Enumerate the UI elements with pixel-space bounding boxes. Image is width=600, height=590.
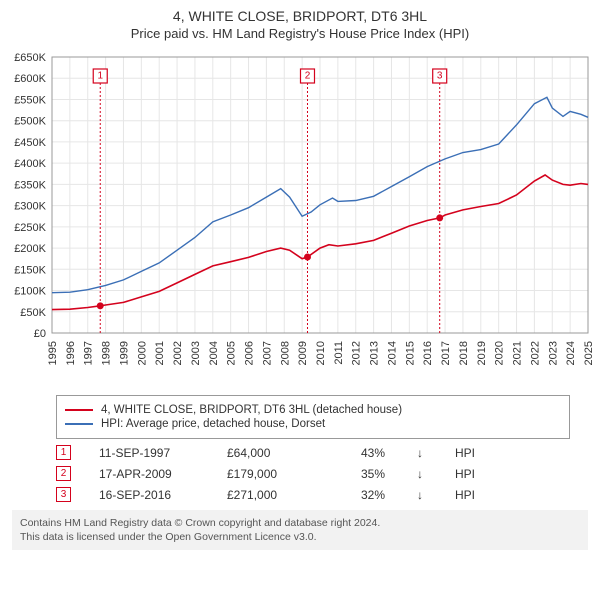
down-arrow-icon: ↓: [413, 488, 427, 502]
svg-text:1: 1: [97, 71, 103, 82]
svg-text:2016: 2016: [422, 341, 434, 365]
sales-vs-hpi: HPI: [455, 488, 475, 502]
legend-label: HPI: Average price, detached house, Dors…: [101, 418, 325, 430]
sales-row: 1 11-SEP-1997 £64,000 43% ↓ HPI: [56, 445, 570, 460]
sales-price: £179,000: [227, 467, 307, 481]
svg-text:£0: £0: [34, 328, 46, 340]
svg-text:2014: 2014: [386, 341, 398, 365]
legend: 4, WHITE CLOSE, BRIDPORT, DT6 3HL (detac…: [56, 395, 570, 439]
footer-attribution: Contains HM Land Registry data © Crown c…: [12, 510, 588, 550]
svg-text:2020: 2020: [494, 341, 506, 365]
svg-text:£300K: £300K: [14, 201, 46, 213]
svg-text:£500K: £500K: [14, 116, 46, 128]
footer-line-1: Contains HM Land Registry data © Crown c…: [20, 516, 580, 530]
legend-swatch: [65, 423, 93, 425]
svg-text:1996: 1996: [65, 341, 77, 365]
svg-text:2007: 2007: [261, 341, 273, 365]
sales-vs-hpi: HPI: [455, 467, 475, 481]
sales-date: 16-SEP-2016: [99, 488, 199, 502]
svg-text:£350K: £350K: [14, 179, 46, 191]
svg-text:£100K: £100K: [14, 286, 46, 298]
svg-text:2003: 2003: [190, 341, 202, 365]
sales-vs-hpi: HPI: [455, 446, 475, 460]
sales-pct: 43%: [335, 446, 385, 460]
sales-price: £271,000: [227, 488, 307, 502]
svg-text:2011: 2011: [333, 341, 345, 365]
sales-marker-box: 1: [56, 445, 71, 460]
svg-text:£450K: £450K: [14, 137, 46, 149]
chart-container: £0 £50K £100K £150K £200K £250K £300K £350K £400…: [0, 47, 600, 387]
sales-table: 1 11-SEP-1997 £64,000 43% ↓ HPI 2 17-APR-2009 £1…: [56, 445, 570, 502]
sales-date: 11-SEP-1997: [99, 446, 199, 460]
svg-text:2025: 2025: [583, 341, 595, 365]
svg-text:2006: 2006: [244, 341, 256, 365]
svg-text:1999: 1999: [118, 341, 130, 365]
svg-text:2023: 2023: [547, 341, 559, 365]
sales-price: £64,000: [227, 446, 307, 460]
sales-marker-box: 3: [56, 487, 71, 502]
sales-pct: 32%: [335, 488, 385, 502]
svg-text:2021: 2021: [512, 341, 524, 365]
svg-text:2013: 2013: [369, 341, 381, 365]
svg-text:£650K: £650K: [14, 52, 46, 64]
svg-text:£50K: £50K: [20, 307, 46, 319]
svg-text:£400K: £400K: [14, 158, 46, 170]
svg-text:2002: 2002: [172, 341, 184, 365]
svg-text:2004: 2004: [208, 341, 220, 365]
legend-item: 4, WHITE CLOSE, BRIDPORT, DT6 3HL (detac…: [65, 404, 561, 416]
svg-text:1997: 1997: [83, 341, 95, 365]
sales-marker-box: 2: [56, 466, 71, 481]
page-title: 4, WHITE CLOSE, BRIDPORT, DT6 3HL: [0, 8, 600, 24]
svg-text:1998: 1998: [101, 341, 113, 365]
svg-text:2008: 2008: [279, 341, 291, 365]
legend-swatch: [65, 409, 93, 411]
sales-row: 2 17-APR-2009 £179,000 35% ↓ HPI: [56, 466, 570, 481]
svg-text:£150K: £150K: [14, 264, 46, 276]
price-chart: £0 £50K £100K £150K £200K £250K £300K £350K £400…: [0, 47, 600, 387]
svg-text:2000: 2000: [136, 341, 148, 365]
sales-date: 17-APR-2009: [99, 467, 199, 481]
legend-item: HPI: Average price, detached house, Dors…: [65, 418, 561, 430]
down-arrow-icon: ↓: [413, 446, 427, 460]
svg-text:2018: 2018: [458, 341, 470, 365]
svg-text:2001: 2001: [154, 341, 166, 365]
svg-text:2: 2: [305, 71, 311, 82]
page-subtitle: Price paid vs. HM Land Registry's House …: [0, 26, 600, 41]
svg-text:2022: 2022: [529, 341, 541, 365]
svg-text:2019: 2019: [476, 341, 488, 365]
svg-text:£250K: £250K: [14, 222, 46, 234]
sales-row: 3 16-SEP-2016 £271,000 32% ↓ HPI: [56, 487, 570, 502]
svg-text:3: 3: [437, 71, 443, 82]
svg-text:2015: 2015: [404, 341, 416, 365]
svg-text:2017: 2017: [440, 341, 452, 365]
sales-pct: 35%: [335, 467, 385, 481]
svg-text:2024: 2024: [565, 341, 577, 365]
legend-label: 4, WHITE CLOSE, BRIDPORT, DT6 3HL (detac…: [101, 404, 402, 416]
svg-text:2009: 2009: [297, 341, 309, 365]
svg-text:£200K: £200K: [14, 243, 46, 255]
svg-text:1995: 1995: [47, 341, 59, 365]
svg-text:2010: 2010: [315, 341, 327, 365]
svg-text:2005: 2005: [226, 341, 238, 365]
svg-text:£600K: £600K: [14, 73, 46, 85]
footer-line-2: This data is licensed under the Open Gov…: [20, 530, 580, 544]
svg-text:£550K: £550K: [14, 94, 46, 106]
svg-text:2012: 2012: [351, 341, 363, 365]
down-arrow-icon: ↓: [413, 467, 427, 481]
